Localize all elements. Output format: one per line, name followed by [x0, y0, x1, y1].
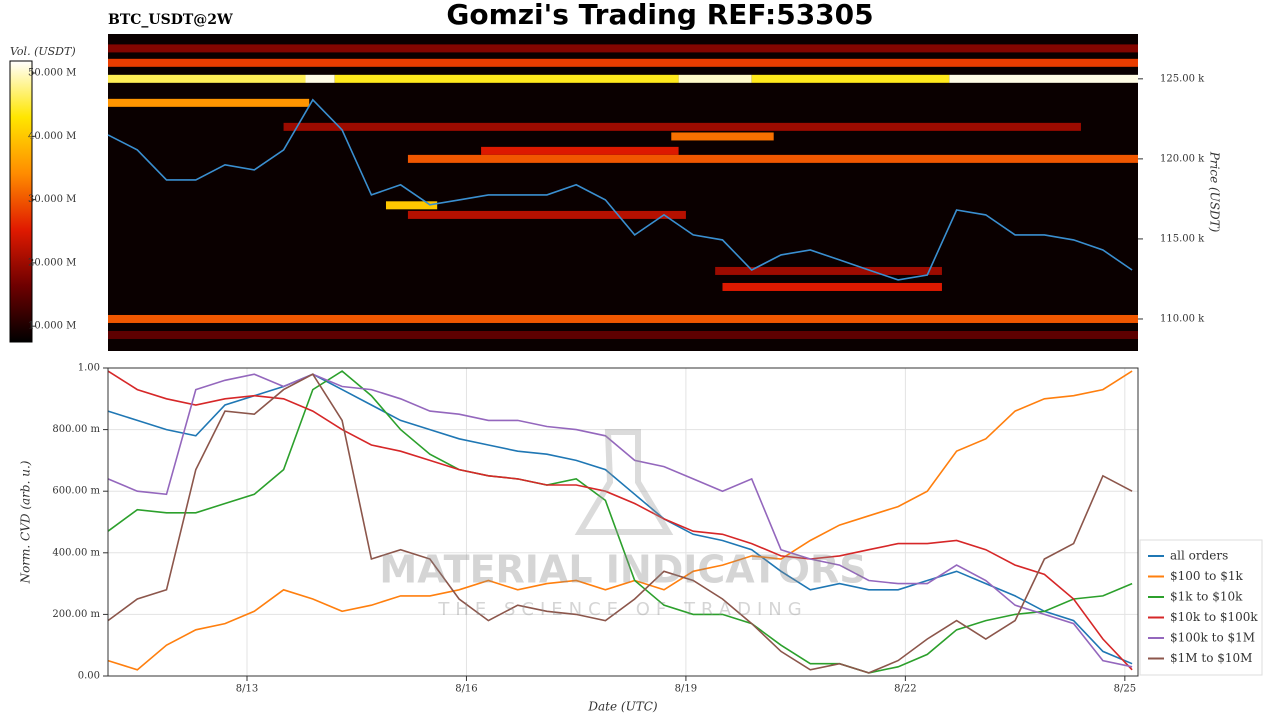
colorbar	[9, 60, 33, 343]
colorbar-tick-label: 40.000 M	[28, 131, 76, 142]
heat-cell	[751, 74, 950, 83]
price-line	[107, 98, 1133, 281]
line-plot	[107, 367, 1138, 677]
colorbar-label: Vol. (USDT)	[10, 45, 76, 58]
y-tick-label: 110.00 k	[1160, 313, 1205, 324]
x-tick-label: 8/25	[1114, 684, 1136, 695]
heatmap	[107, 44, 1139, 339]
y-tick-label: 120.00 k	[1160, 153, 1205, 164]
plot-background	[108, 368, 1138, 676]
heat-cell	[305, 74, 335, 83]
heat-cell	[283, 122, 1081, 131]
series-line	[107, 373, 1133, 665]
watermark-icon	[574, 429, 674, 535]
y-tick-label: 1.00	[78, 363, 100, 374]
colorbar-tick-label: 20.000 M	[28, 257, 76, 268]
x-tick-label: 8/16	[455, 684, 477, 695]
heat-cell	[949, 74, 1138, 83]
legend-label: $10k to $100k	[1170, 610, 1258, 624]
y-tick-label: 800.00 m	[52, 424, 100, 435]
y-tick-label: 200.00 m	[52, 609, 100, 620]
watermark: MATERIAL INDICATORS THE SCIENCE OF TRADI…	[379, 429, 867, 620]
legend: all orders $100 to $1k $1k to $10k $10k to …	[1139, 539, 1263, 676]
heat-cell	[407, 210, 686, 219]
y-tick-label: 600.00 m	[52, 486, 100, 497]
series-line	[107, 370, 1133, 671]
heatmap-background	[108, 34, 1138, 351]
x-tick-label: 8/13	[236, 684, 258, 695]
heat-cell	[108, 74, 306, 83]
heat-cell	[108, 58, 1138, 67]
heat-cell	[715, 266, 942, 275]
heat-cell	[385, 201, 438, 210]
heat-cell	[481, 146, 679, 155]
x-axis-label: Date (UTC)	[587, 700, 657, 714]
y-tick-label: 0.00	[78, 671, 100, 682]
heat-cell	[722, 282, 942, 291]
legend-label: $1M to $10M	[1170, 651, 1252, 665]
series-line	[107, 373, 1133, 674]
legend-label: $100 to $1k	[1170, 569, 1243, 583]
subtitle: BTC_USDT@2W	[108, 12, 233, 28]
watermark-subtitle: THE SCIENCE OF TRADING	[437, 599, 807, 620]
legend-label: $100k to $1M	[1170, 631, 1255, 645]
legend-box	[1139, 539, 1263, 676]
x-tick-label: 8/19	[675, 684, 697, 695]
series-line	[107, 370, 1133, 674]
heat-cell	[108, 44, 1138, 53]
series-line	[107, 373, 1133, 668]
heat-cell	[108, 98, 310, 107]
heat-cell	[108, 314, 1138, 323]
colorbar-tick-label: 30.000 M	[28, 194, 76, 205]
plot-frame	[107, 367, 1139, 677]
heat-cell	[671, 132, 774, 141]
y-axis-label: Price (USDT)	[1208, 151, 1222, 233]
colorbar-tick-label: 10.000 M	[28, 321, 76, 332]
y-tick-label: 125.00 k	[1160, 73, 1205, 84]
colorbar-tick-label: 50.000 M	[28, 68, 76, 79]
heat-cell	[334, 74, 679, 83]
chart-title: Gomzi's Trading REF:53305	[446, 0, 873, 31]
y-tick-label: 115.00 k	[1160, 233, 1205, 244]
legend-label: $1k to $10k	[1170, 590, 1243, 604]
heat-cell	[108, 330, 1138, 339]
heat-cell	[678, 74, 752, 83]
legend-label: all orders	[1170, 549, 1228, 563]
watermark-title: MATERIAL INDICATORS	[379, 548, 866, 592]
x-tick-label: 8/22	[894, 684, 916, 695]
series-line	[107, 370, 1133, 671]
y-axis-label: Norm. CVD (arb. u.)	[19, 460, 33, 584]
heat-cell	[407, 154, 1139, 163]
y-tick-label: 400.00 m	[52, 547, 100, 558]
